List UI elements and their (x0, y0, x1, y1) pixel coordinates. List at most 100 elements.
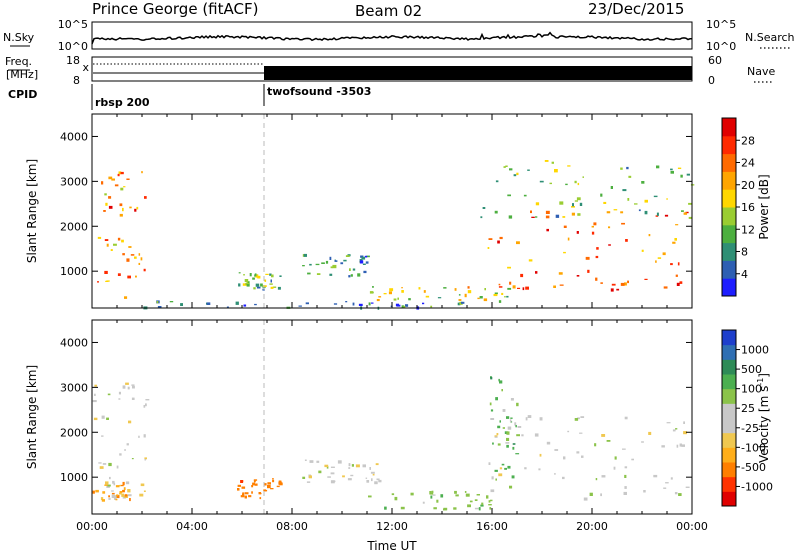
velocity-echo-cell (469, 500, 473, 503)
velocity-colorbar-cell-2 (722, 462, 736, 478)
power-echo-cell (613, 209, 618, 211)
power-echo-cell (563, 225, 567, 228)
velocity-echo-cell (112, 480, 115, 484)
velocity-echo-cell (488, 504, 492, 506)
power-echo-cell (393, 298, 397, 301)
velocity-colorbar-cells (722, 330, 736, 507)
velocity-echo-cell (624, 416, 628, 420)
power-echo-cell (516, 241, 520, 245)
velocity-echo-cell (539, 453, 542, 457)
velocity-echo-cell (304, 459, 307, 461)
velocity-echo-cell (237, 484, 241, 487)
power-echo-cell (627, 280, 629, 284)
power-echo-cell (334, 260, 338, 262)
velocity-echo-cell (318, 470, 322, 474)
power-echo-cell (677, 167, 682, 169)
velocity-echo-cell (143, 490, 146, 492)
velocity-echo-cell (502, 409, 506, 412)
power-echo-cell (535, 216, 538, 218)
power-echo-cell (656, 212, 659, 216)
velocity-echo-cell (115, 498, 118, 501)
power-echo-cell (464, 293, 467, 298)
velocity-echo-cell (350, 474, 354, 477)
velocity-colorbar-ticks: -1000 -500 -100 -25 25 100 500 1000 (736, 344, 773, 493)
power-echo-cell (307, 272, 311, 275)
power-echo-cell (624, 282, 627, 286)
velocity-echo-cell (506, 416, 510, 419)
velocity-echo-cell (371, 478, 373, 482)
velocity-echo-cell (489, 507, 492, 510)
power-echo-cell (549, 182, 552, 185)
velocity-echo-cell (342, 475, 345, 478)
power-echo-cell (559, 201, 564, 205)
velocity-echo-cell (118, 391, 121, 395)
power-echo-cell (620, 167, 623, 170)
velocity-colorbar-cell-7 (722, 388, 736, 404)
power-echo-cell (530, 210, 532, 214)
velocity-echo-cell (581, 455, 584, 458)
velocity-echo-cell (122, 489, 125, 493)
noise-left-label: N.Sky (3, 31, 35, 44)
power-echo-cell (246, 284, 250, 287)
velocity-echo-cell (276, 485, 280, 488)
velocity-echo-cell (144, 459, 146, 461)
velocity-echo-cell (430, 495, 433, 499)
velocity-echo-cell (595, 478, 598, 481)
power-echo-cell (108, 205, 113, 209)
power-colorbar-cell-8 (722, 135, 736, 155)
velocity-echo-cell (431, 490, 434, 493)
power-echo-cell (257, 275, 261, 279)
power-echo-cell (376, 299, 380, 302)
velocity-echo-cell (394, 496, 398, 501)
power-echo-cell (457, 302, 461, 306)
velocity-echo-cell (106, 417, 109, 420)
velocity-echo-cell (129, 498, 131, 502)
power-echo-cell (206, 302, 211, 305)
velocity-echo-cells (92, 376, 690, 511)
power-echo-cell (138, 253, 141, 256)
power-echo-cell (595, 255, 599, 259)
velocity-echo-cell (510, 398, 514, 401)
power-echo-cell (141, 171, 143, 174)
power-echo-cell (483, 298, 488, 302)
noise-right-tick-top: 10^5 (706, 18, 736, 31)
power-echo-cell (657, 257, 662, 259)
velocity-echo-cell (624, 474, 627, 478)
velocity-echo-cell (144, 457, 147, 460)
velocity-echo-cell (515, 453, 520, 455)
velocity-echo-cell (502, 427, 505, 429)
velocity-echo-cell (594, 443, 597, 447)
power-echo-cell (263, 285, 267, 287)
velocity-colorbar-label-6: 500 (741, 363, 762, 376)
power-echo-cell (610, 186, 613, 189)
power-echo-cell (245, 282, 249, 285)
velocity-echo-cell (242, 492, 245, 496)
power-echo-cell (595, 277, 598, 281)
velocity-echo-cell (372, 473, 375, 476)
velocity-echo-cell (675, 428, 678, 430)
velocity-echo-cell (369, 467, 371, 470)
velocity-echo-cell (514, 422, 517, 426)
velocity-echo-cell (465, 493, 470, 497)
velocity-colorbar-cell-1 (722, 476, 736, 492)
power-echo-cell (329, 256, 332, 260)
velocity-panel-background (92, 320, 692, 514)
station-title: Prince George (fitACF) (92, 0, 258, 18)
power-echo-cell (509, 168, 513, 171)
velocity-echo-cell (589, 492, 593, 496)
power-echo-cell (253, 287, 256, 290)
power-colorbar-label-2: 12 (741, 223, 755, 236)
power-echo-cell (616, 288, 620, 291)
velocity-echo-cell (348, 463, 351, 467)
power-echo-cell (593, 222, 597, 226)
power-echo-cell (140, 257, 143, 261)
power-echo-cell (389, 288, 394, 292)
cpid-label: CPID (8, 88, 37, 101)
power-echo-cell (271, 274, 274, 278)
power-echo-cell (110, 249, 113, 251)
velocity-echo-cell (510, 417, 513, 419)
velocity-y-ticks: 1000 2000 3000 4000 (60, 336, 692, 484)
velocity-echo-cell (108, 495, 110, 498)
power-echo-cell (517, 287, 521, 289)
power-echo-cell (246, 281, 249, 284)
